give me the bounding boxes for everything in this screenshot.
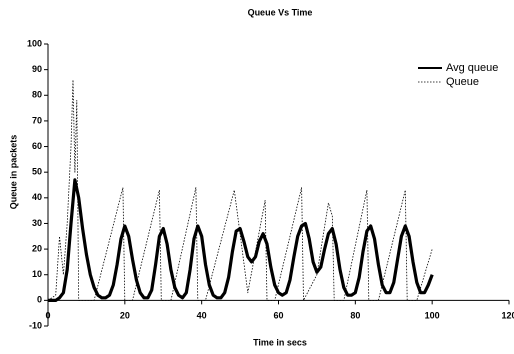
y-tick-label: 30 bbox=[32, 218, 42, 228]
x-tick-label: 80 bbox=[350, 311, 360, 321]
chart-title: Queue Vs Time bbox=[248, 7, 313, 17]
x-axis-label: Time in secs bbox=[253, 337, 307, 347]
y-tick-label: 70 bbox=[32, 115, 42, 125]
x-tick-label: 120 bbox=[501, 311, 514, 321]
x-tick-label: 0 bbox=[45, 311, 50, 321]
y-tick-label: -10 bbox=[29, 320, 42, 330]
x-tick-label: 60 bbox=[273, 311, 283, 321]
series-line bbox=[47, 79, 433, 301]
y-tick-label: 50 bbox=[32, 167, 42, 177]
y-tick-label: 90 bbox=[32, 64, 42, 74]
x-tick-label: 20 bbox=[120, 311, 130, 321]
y-tick-label: 100 bbox=[27, 38, 42, 48]
y-tick-label: 20 bbox=[32, 243, 42, 253]
y-tick-label: 10 bbox=[32, 269, 42, 279]
y-tick-label: 80 bbox=[32, 90, 42, 100]
y-tick-label: 0 bbox=[37, 295, 42, 305]
x-tick-label: 40 bbox=[197, 311, 207, 321]
legend-label: Avg queue bbox=[446, 62, 498, 74]
series-line bbox=[48, 178, 434, 302]
y-axis-label: Queue in packets bbox=[8, 135, 18, 210]
legend-label: Queue bbox=[446, 76, 479, 88]
x-tick-label: 100 bbox=[425, 311, 440, 321]
y-tick-label: 40 bbox=[32, 192, 42, 202]
y-tick-label: 60 bbox=[32, 141, 42, 151]
